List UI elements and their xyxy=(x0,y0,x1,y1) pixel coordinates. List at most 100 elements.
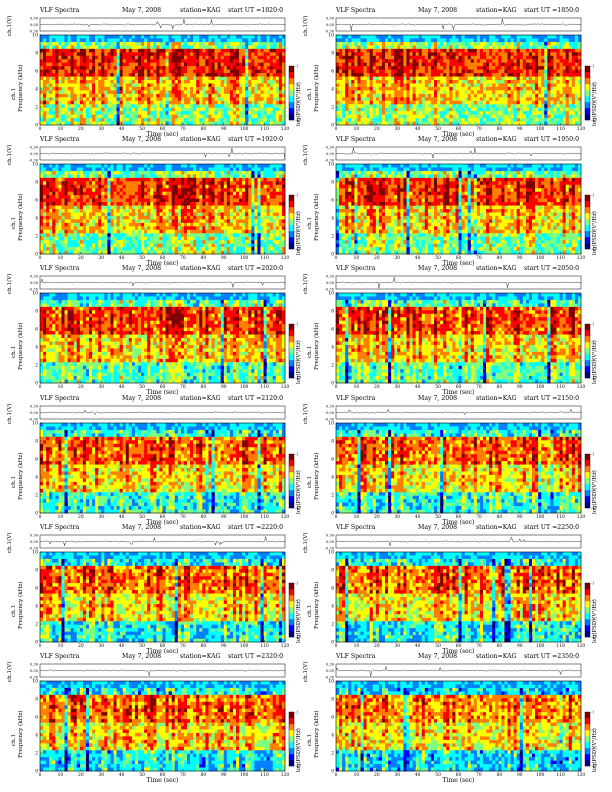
heatmap-cell xyxy=(492,118,496,122)
heatmap-cell xyxy=(525,62,530,67)
heatmap-cell xyxy=(67,195,71,199)
heatmap-cell xyxy=(165,100,169,105)
heatmap-cell xyxy=(98,205,102,210)
heatmap-cell xyxy=(67,66,71,70)
heatmap-cell xyxy=(141,177,145,182)
heatmap-cell xyxy=(381,90,386,95)
heatmap-cell xyxy=(177,83,182,88)
heatmap-cell xyxy=(52,215,56,220)
heatmap-cell xyxy=(421,104,426,108)
heatmap-cell xyxy=(40,209,44,213)
heatmap-cell xyxy=(122,195,127,199)
heatmap-cell xyxy=(476,35,481,39)
heatmap-cell xyxy=(394,45,398,50)
heatmap-cell xyxy=(138,226,142,231)
heatmap-cell xyxy=(257,52,261,57)
heatmap-cell xyxy=(525,35,530,39)
heatmap-cell xyxy=(150,181,154,186)
heatmap-cell xyxy=(577,69,582,74)
heatmap-cell xyxy=(406,83,410,88)
heatmap-cell xyxy=(269,111,274,115)
heatmap-cell xyxy=(98,69,102,74)
heatmap-cell xyxy=(150,38,154,43)
heatmap-cell xyxy=(251,59,255,63)
heatmap-cell xyxy=(70,202,74,206)
heatmap-cell xyxy=(147,107,151,112)
heatmap-cell xyxy=(162,195,166,199)
heatmap-cell xyxy=(381,121,386,126)
heatmap-cell xyxy=(214,73,218,77)
heatmap-cell xyxy=(214,80,218,84)
heatmap-cell xyxy=(519,114,524,119)
heatmap-cell xyxy=(43,167,47,172)
heatmap-cell xyxy=(378,100,383,105)
heatmap-cell xyxy=(92,198,96,203)
heatmap-cell xyxy=(437,38,441,43)
heatmap-cell xyxy=(473,107,478,112)
heatmap-cell xyxy=(260,59,264,63)
heatmap-cell xyxy=(577,76,582,81)
heatmap-cell xyxy=(67,97,71,102)
heatmap-cell xyxy=(150,209,154,213)
heatmap-cell xyxy=(565,45,570,50)
heatmap-cell xyxy=(162,80,166,84)
heatmap-cell xyxy=(391,90,395,95)
heatmap-cell xyxy=(446,55,450,60)
heatmap-cell xyxy=(61,184,65,189)
heatmap-cell xyxy=(415,97,419,102)
heatmap-cell xyxy=(437,93,441,98)
heatmap-cell xyxy=(562,107,566,112)
heatmap-cell xyxy=(574,107,579,112)
colorbar-frame xyxy=(288,65,295,121)
heatmap-cell xyxy=(242,100,246,105)
heatmap-cell xyxy=(229,48,234,53)
heatmap-cell xyxy=(61,191,65,196)
heatmap-cell xyxy=(79,59,84,63)
heatmap-cell xyxy=(95,86,99,91)
heatmap-cell xyxy=(49,195,53,199)
heatmap-cell xyxy=(372,62,377,67)
heatmap-cell xyxy=(156,198,160,203)
heatmap-cell xyxy=(43,83,47,88)
heatmap-cell xyxy=(559,80,563,84)
heatmap-cell xyxy=(260,55,264,60)
heatmap-cell xyxy=(55,174,59,179)
heatmap-cell xyxy=(266,104,270,108)
heatmap-cell xyxy=(452,121,456,126)
heatmap-cell xyxy=(141,93,145,98)
heatmap-cell xyxy=(180,76,185,81)
heatmap-cell xyxy=(501,90,505,95)
heatmap-cell xyxy=(110,86,114,91)
heatmap-cell xyxy=(571,69,576,74)
heatmap-cell xyxy=(119,177,123,182)
heatmap-cell xyxy=(64,233,68,237)
heatmap-cell xyxy=(128,188,133,192)
heatmap-cell xyxy=(95,209,99,213)
heatmap-cell xyxy=(70,229,74,234)
heatmap-cell xyxy=(446,80,450,84)
heatmap-cell xyxy=(141,233,145,237)
heatmap-cell xyxy=(187,97,191,102)
heatmap-cell xyxy=(92,121,96,126)
heatmap-cell xyxy=(211,41,215,46)
heatmap-cell xyxy=(193,59,197,63)
heatmap-cell xyxy=(553,66,557,70)
heatmap-cell xyxy=(525,45,530,50)
heatmap-cell xyxy=(95,80,99,84)
heatmap-cell xyxy=(46,118,50,122)
heatmap-cell xyxy=(46,243,50,248)
heatmap-cell xyxy=(336,83,340,88)
heatmap-cell xyxy=(58,45,62,50)
heatmap-cell xyxy=(516,41,521,46)
heatmap-cell xyxy=(269,86,274,91)
heatmap-cell xyxy=(196,73,200,77)
heatmap-cell xyxy=(236,52,240,57)
heatmap-cell xyxy=(369,114,374,119)
heatmap-cell xyxy=(430,35,435,39)
heatmap-cell xyxy=(174,48,179,53)
heatmap-cell xyxy=(125,240,130,244)
heatmap-cell xyxy=(199,62,203,67)
heatmap-cell xyxy=(574,111,579,115)
panel-date: May 7, 2008 xyxy=(122,7,161,14)
heatmap-cell xyxy=(498,121,502,126)
